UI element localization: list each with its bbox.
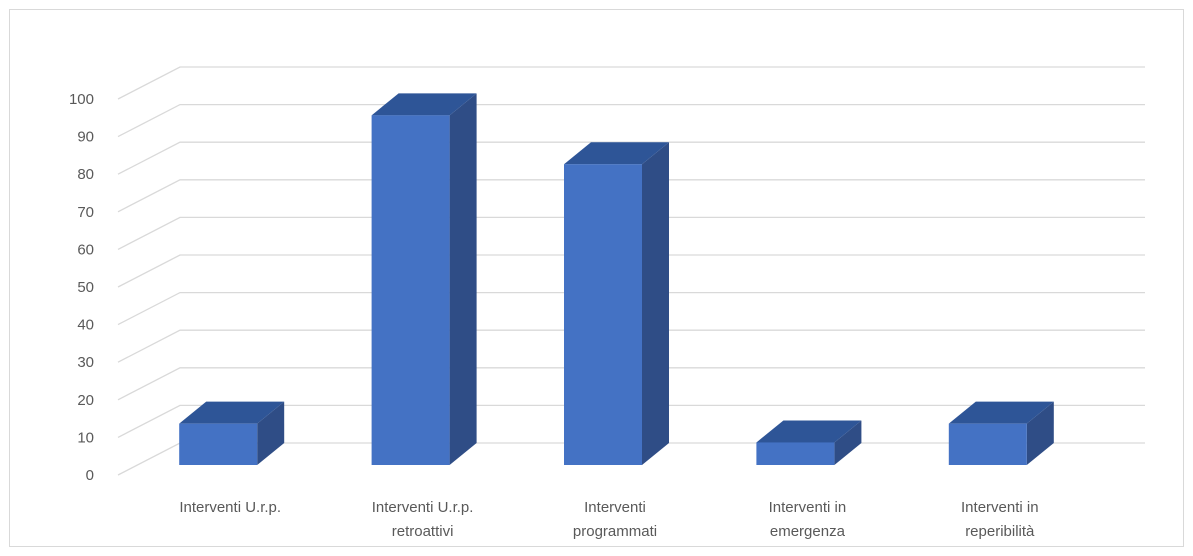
y-tick-label: 100 — [69, 91, 94, 108]
bar-top — [179, 401, 285, 424]
x-category-label: Interventi U.r.p. retroattivi — [372, 499, 474, 540]
bar — [371, 93, 477, 465]
bar-front — [948, 423, 1027, 465]
gridline — [117, 404, 1145, 438]
x-category-label: Interventi U.r.p. — [179, 499, 281, 516]
bar-side — [834, 420, 862, 465]
bar-side — [642, 142, 669, 465]
y-tick-label: 70 — [77, 204, 94, 221]
y-tick-label: 20 — [77, 392, 94, 409]
bar-top — [948, 401, 1054, 424]
bar-side — [1026, 401, 1054, 465]
bar-front — [564, 164, 642, 465]
gridline — [117, 179, 1145, 213]
y-tick-label: 40 — [77, 317, 94, 334]
bar-front — [179, 423, 258, 465]
bar-side — [257, 401, 285, 465]
bar — [756, 420, 862, 465]
bar-front — [756, 442, 835, 465]
gridline — [117, 367, 1145, 401]
y-tick-label: 90 — [77, 129, 94, 146]
y-tick-label: 10 — [77, 429, 94, 446]
y-tick-label: 0 — [86, 467, 94, 484]
gridline — [117, 66, 1145, 100]
x-category-label: Interventi in reperibilità — [961, 499, 1039, 540]
y-tick-label: 60 — [77, 241, 94, 258]
y-tick-label: 80 — [77, 166, 94, 183]
gridline — [117, 103, 1145, 138]
y-axis-ticks: 0 10 20 30 40 50 60 70 80 90 100 — [69, 91, 94, 484]
bar-top — [564, 142, 669, 165]
x-category-label: Interventi in emergenza — [769, 499, 847, 540]
bar — [179, 401, 285, 465]
bar-front — [371, 115, 450, 465]
gridline — [117, 291, 1145, 326]
bar-top — [371, 93, 477, 116]
y-tick-label: 50 — [77, 279, 94, 296]
bar — [564, 142, 669, 465]
bars — [179, 93, 1054, 465]
x-category-label: Interventi programmati — [573, 499, 657, 540]
gridline — [117, 141, 1145, 175]
x-axis-labels: Interventi U.r.p. Interventi U.r.p. retroa… — [179, 499, 1038, 540]
gridline — [117, 216, 1145, 250]
y-tick-label: 30 — [77, 354, 94, 371]
bar-top — [756, 420, 862, 443]
bar — [948, 401, 1054, 465]
bar-side — [449, 93, 477, 465]
gridline — [117, 254, 1145, 288]
gridline — [117, 329, 1145, 363]
